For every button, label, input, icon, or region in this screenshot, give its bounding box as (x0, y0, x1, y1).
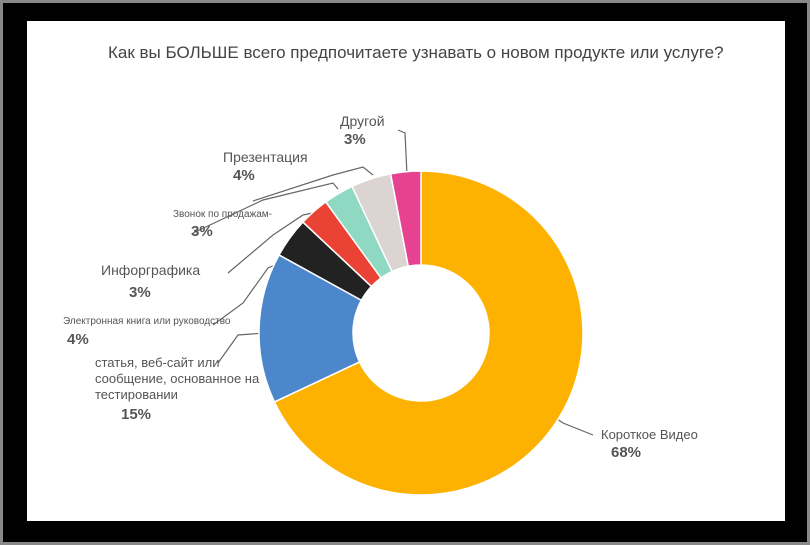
donut-slice (273, 170, 584, 496)
slice-label: Инфорграфика (101, 262, 201, 278)
leader-lines (192, 129, 594, 436)
donut-slice (389, 170, 422, 268)
value-label: 4% (233, 167, 255, 184)
value-label: 3% (129, 284, 151, 301)
value-label: 68% (611, 444, 642, 461)
slice-label: Презентация (223, 149, 308, 165)
slice-label: Звонок по продажам- (173, 209, 272, 220)
slice-label: статья, веб-сайт или сообщение, основанн… (95, 355, 260, 402)
value-label: 3% (191, 223, 213, 240)
slice-label: Другой (340, 113, 385, 129)
chart (192, 129, 594, 496)
value-label: 15% (121, 406, 152, 423)
value-label: 3% (344, 131, 366, 148)
donut-slice (258, 253, 363, 403)
slice-label: Короткое Видео (601, 427, 698, 442)
chart-title: Как вы БОЛЬШЕ всего предпочитаете узнава… (108, 43, 724, 62)
slice-label: Электронная книга или руководство (63, 316, 231, 327)
value-label: 4% (67, 331, 89, 348)
